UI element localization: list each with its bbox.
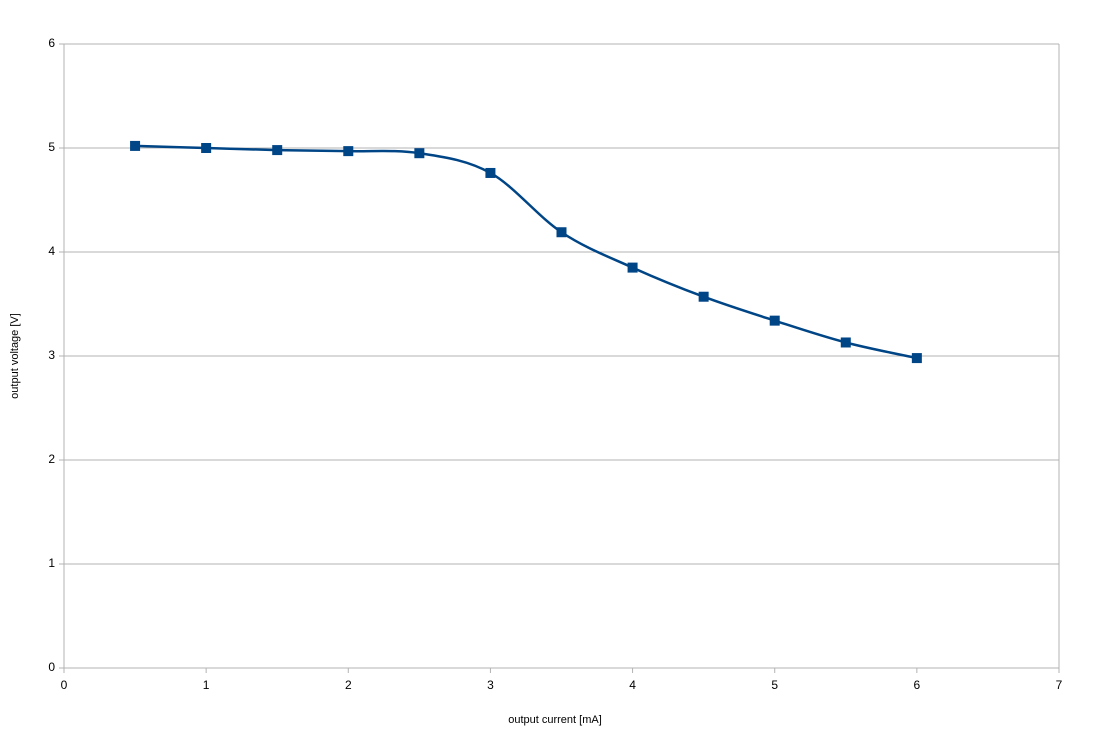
marker (201, 143, 212, 153)
marker (840, 337, 851, 348)
y-axis-label: output voltage [V] (9, 313, 21, 399)
y-tick-label: 5 (48, 140, 55, 154)
y-tick-label: 2 (48, 452, 55, 466)
marker (130, 140, 141, 151)
x-tick-label: 5 (771, 678, 778, 692)
y-tick-label: 3 (48, 348, 55, 362)
marker (911, 353, 922, 364)
y-tick-label: 4 (48, 244, 55, 258)
marker (627, 262, 638, 273)
marker (769, 315, 780, 326)
x-axis-label: output current [mA] (508, 714, 602, 726)
x-tick-label: 3 (487, 678, 494, 692)
x-tick-label: 4 (629, 678, 636, 692)
marker (414, 148, 425, 159)
series-line (135, 144, 918, 360)
x-tick-label: 1 (203, 678, 210, 692)
y-tick-label: 6 (48, 36, 55, 50)
x-tick-label: 6 (914, 678, 921, 692)
marker (698, 291, 709, 302)
y-tick-label: 1 (48, 556, 55, 570)
x-tick-label: 2 (345, 678, 352, 692)
y-tick-label: 0 (48, 660, 55, 674)
x-tick-label: 0 (61, 678, 68, 692)
marker (343, 146, 354, 157)
marker (485, 167, 496, 178)
x-tick-label: 7 (1056, 678, 1063, 692)
marker (272, 145, 283, 156)
marker (556, 227, 567, 238)
